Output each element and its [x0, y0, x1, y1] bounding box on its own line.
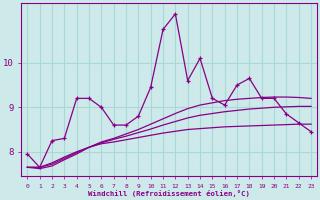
X-axis label: Windchill (Refroidissement éolien,°C): Windchill (Refroidissement éolien,°C)	[88, 190, 250, 197]
